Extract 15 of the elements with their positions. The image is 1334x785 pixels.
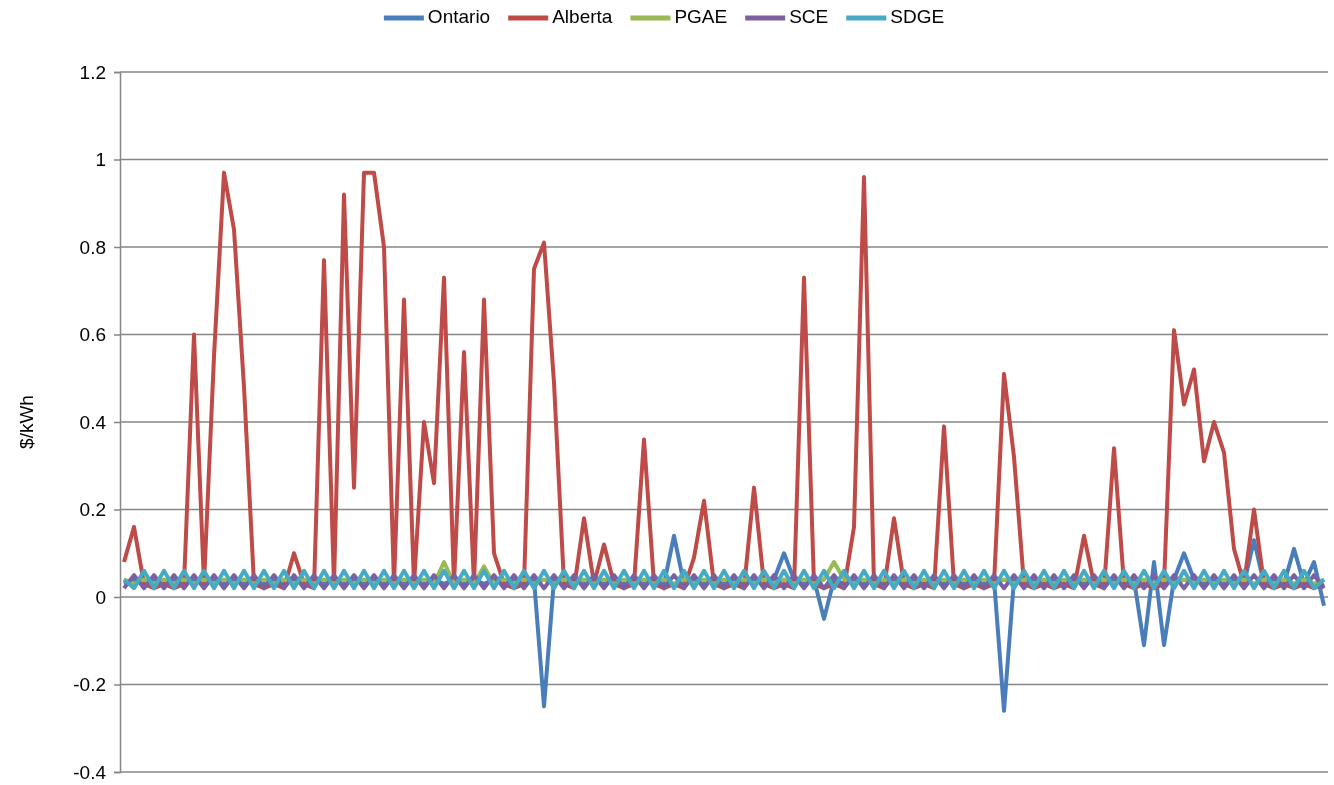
y-tick-label: 0.2 (79, 499, 106, 521)
legend-label: SCE (789, 6, 829, 28)
legend-label: SDGE (890, 6, 945, 28)
y-tick-label: 0.8 (79, 236, 106, 258)
y-tick-label: -0.2 (73, 674, 106, 696)
y-tick-label: 1.2 (79, 61, 106, 83)
y-tick-label: 1 (95, 149, 106, 171)
y-tick-label: 0.6 (79, 324, 106, 346)
y-axis-title: $/kWh (16, 395, 38, 449)
y-tick-label: 0 (95, 586, 106, 608)
legend-label: Ontario (427, 6, 491, 28)
legend-label: Alberta (552, 6, 613, 28)
y-tick-label: -0.4 (73, 761, 107, 783)
y-tick-label: 0.4 (79, 411, 107, 433)
legend-label: PGAE (674, 6, 728, 28)
